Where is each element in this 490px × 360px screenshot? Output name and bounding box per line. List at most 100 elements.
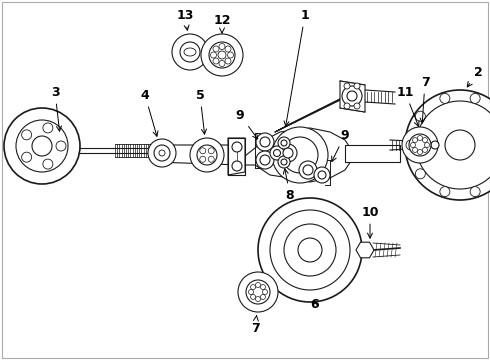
- Circle shape: [422, 138, 427, 143]
- Circle shape: [405, 90, 490, 200]
- Circle shape: [411, 143, 416, 148]
- Circle shape: [159, 150, 165, 156]
- Circle shape: [440, 93, 450, 103]
- Circle shape: [209, 42, 235, 68]
- Circle shape: [344, 83, 350, 89]
- Circle shape: [154, 145, 170, 161]
- Circle shape: [416, 169, 425, 179]
- Ellipse shape: [184, 48, 196, 56]
- Circle shape: [16, 120, 68, 172]
- Text: 13: 13: [176, 9, 194, 30]
- Circle shape: [225, 46, 231, 52]
- Circle shape: [344, 103, 350, 109]
- Circle shape: [248, 289, 253, 294]
- Circle shape: [232, 142, 242, 152]
- Circle shape: [190, 138, 224, 172]
- Circle shape: [213, 58, 219, 64]
- Circle shape: [342, 86, 362, 106]
- Circle shape: [225, 58, 231, 64]
- Circle shape: [219, 60, 225, 67]
- Text: 2: 2: [467, 66, 482, 87]
- Circle shape: [413, 138, 417, 143]
- Circle shape: [260, 137, 270, 147]
- Polygon shape: [155, 145, 240, 165]
- Circle shape: [255, 297, 261, 302]
- Circle shape: [56, 141, 66, 151]
- Circle shape: [283, 148, 293, 158]
- Circle shape: [270, 210, 350, 290]
- Text: 8: 8: [283, 169, 294, 202]
- Circle shape: [278, 156, 290, 168]
- Circle shape: [314, 167, 330, 183]
- Circle shape: [232, 161, 242, 171]
- Text: 3: 3: [50, 86, 61, 131]
- Circle shape: [406, 140, 416, 150]
- Circle shape: [201, 34, 243, 76]
- Circle shape: [261, 294, 266, 300]
- Circle shape: [409, 134, 431, 156]
- Circle shape: [208, 148, 214, 154]
- Circle shape: [32, 136, 52, 156]
- Circle shape: [417, 149, 422, 154]
- Text: 9: 9: [332, 129, 349, 162]
- Circle shape: [197, 145, 217, 165]
- Circle shape: [470, 186, 480, 197]
- Text: 7: 7: [250, 316, 259, 334]
- Circle shape: [213, 46, 219, 52]
- Polygon shape: [275, 93, 352, 132]
- Circle shape: [273, 149, 280, 157]
- Circle shape: [219, 44, 225, 50]
- Circle shape: [22, 152, 32, 162]
- Polygon shape: [228, 138, 245, 175]
- Text: 5: 5: [196, 89, 206, 134]
- Circle shape: [261, 284, 266, 289]
- Circle shape: [417, 135, 422, 140]
- Circle shape: [272, 127, 328, 183]
- Circle shape: [284, 224, 336, 276]
- Circle shape: [416, 111, 425, 121]
- Circle shape: [22, 130, 32, 140]
- Circle shape: [470, 93, 480, 103]
- Text: 4: 4: [141, 89, 158, 136]
- Circle shape: [148, 139, 176, 167]
- Circle shape: [263, 289, 268, 294]
- Circle shape: [427, 137, 443, 153]
- Text: 10: 10: [361, 206, 379, 238]
- Circle shape: [43, 159, 53, 169]
- Circle shape: [431, 141, 439, 149]
- Text: 6: 6: [311, 298, 319, 311]
- Polygon shape: [345, 145, 400, 162]
- Text: 1: 1: [284, 9, 309, 126]
- Circle shape: [258, 198, 362, 302]
- Circle shape: [281, 140, 287, 146]
- Polygon shape: [356, 242, 374, 258]
- Text: 7: 7: [420, 76, 429, 123]
- Circle shape: [250, 284, 256, 289]
- Circle shape: [4, 108, 80, 184]
- Circle shape: [250, 294, 256, 300]
- Circle shape: [172, 34, 208, 70]
- Text: 9: 9: [236, 108, 258, 139]
- Circle shape: [279, 144, 297, 162]
- Circle shape: [255, 283, 261, 288]
- Circle shape: [445, 130, 475, 160]
- Circle shape: [347, 91, 357, 101]
- Polygon shape: [232, 128, 355, 182]
- Circle shape: [299, 161, 317, 179]
- Circle shape: [200, 148, 206, 154]
- Circle shape: [422, 148, 427, 152]
- Circle shape: [227, 52, 234, 58]
- Circle shape: [413, 148, 417, 152]
- Circle shape: [208, 156, 214, 162]
- Text: 11: 11: [396, 86, 419, 126]
- Circle shape: [298, 238, 322, 262]
- Circle shape: [440, 186, 450, 197]
- Circle shape: [303, 165, 313, 175]
- Circle shape: [354, 83, 360, 89]
- Circle shape: [354, 103, 360, 109]
- Circle shape: [281, 159, 287, 165]
- Circle shape: [218, 51, 226, 59]
- Circle shape: [238, 272, 278, 312]
- Circle shape: [282, 137, 318, 173]
- Circle shape: [200, 156, 206, 162]
